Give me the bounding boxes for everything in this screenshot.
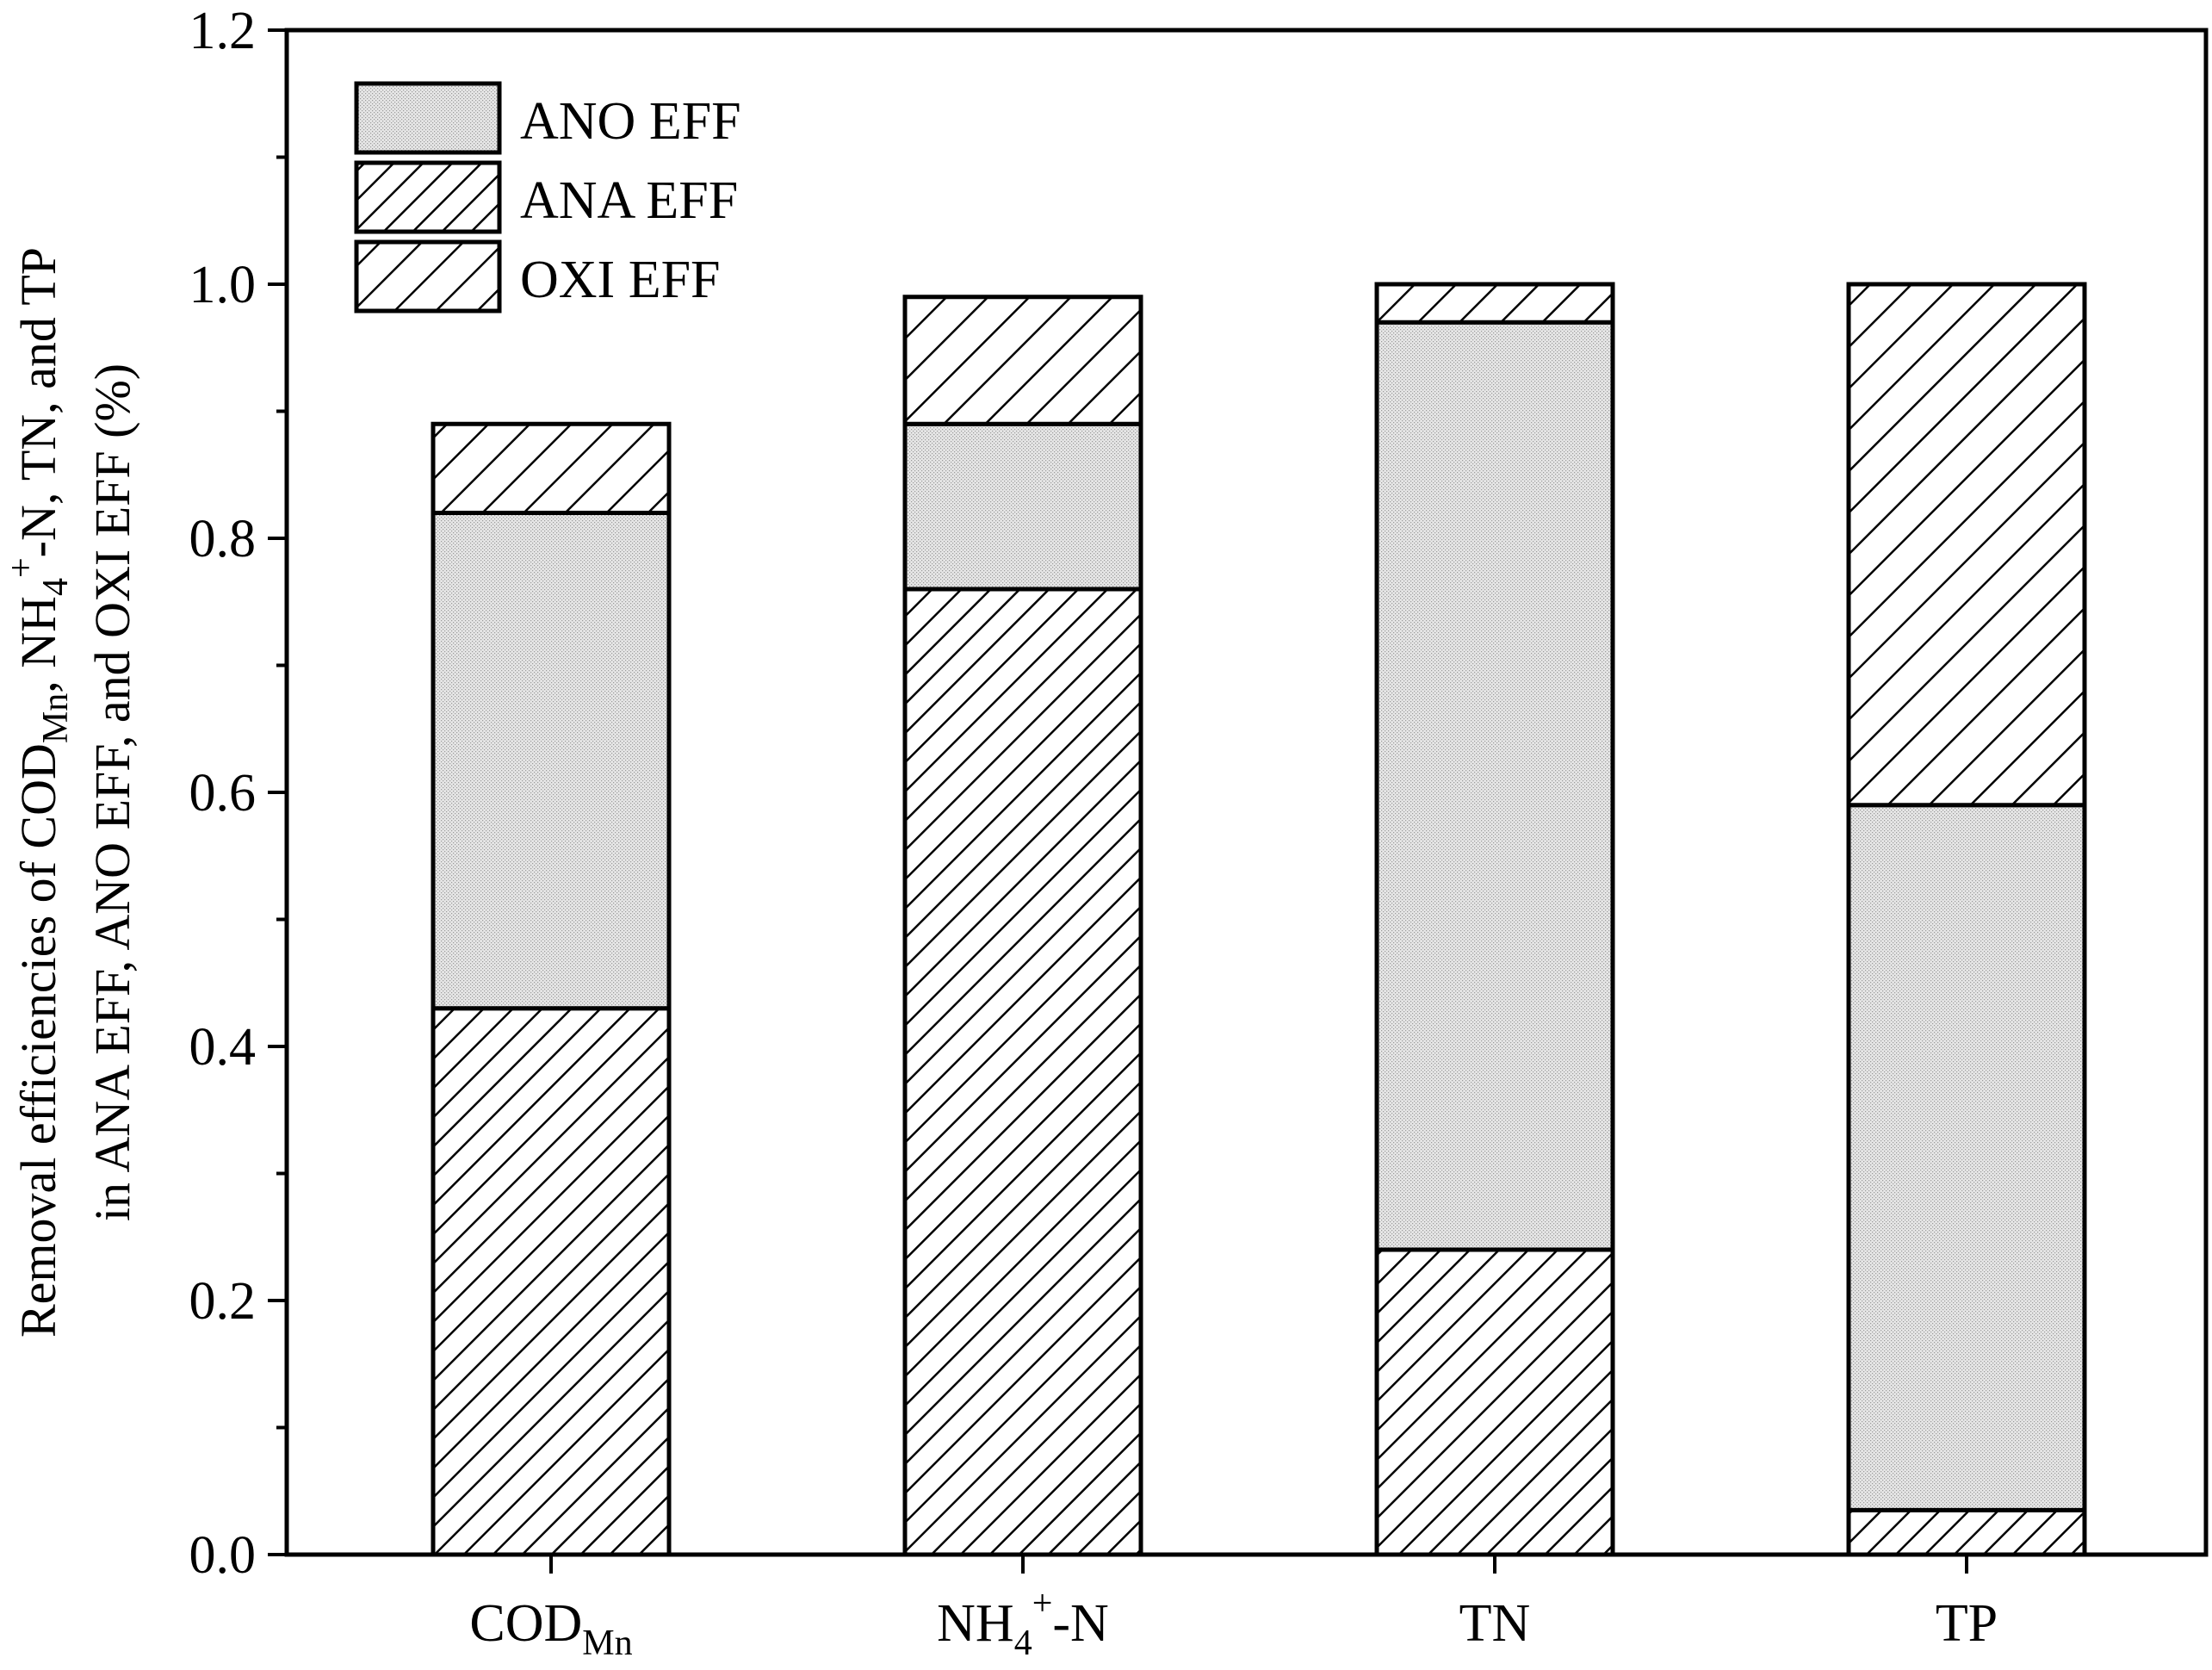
legend-label: OXI EFF: [520, 251, 721, 309]
bar-ano-eff-2: [902, 421, 1143, 592]
bars-group: [431, 282, 2087, 1557]
y-tick-label: 1.2: [189, 2, 257, 60]
x-tick-label: TP: [1936, 1594, 1998, 1653]
axes-group: 0.0 0.2 0.4 0.6 0.8 1.0 1.2 CODMn NH4+-N TN TP: [189, 2, 2209, 1663]
legend-label: ANA EFF: [520, 171, 738, 230]
bar-oxi-eff-2: [902, 295, 1143, 426]
x-tick-label: NH4+-N: [937, 1584, 1109, 1663]
bar-oxi-eff-1: [431, 421, 672, 515]
bar-ano-eff-1: [431, 511, 672, 1011]
x-tick-label: CODMn: [469, 1594, 632, 1663]
y-tick-label: 0.4: [189, 1018, 257, 1077]
y-tick-label: 0.2: [189, 1272, 257, 1331]
legend-swatch-oxi-eff: [354, 239, 502, 314]
y-axis-label-line2: in ANA EFF, ANO EFF, and OXI EFF (%): [84, 363, 140, 1221]
y-axis-label: Removal efficiencies of CODMn, NH4+-N, T…: [2, 247, 140, 1338]
legend-swatch-ana-eff: [354, 160, 502, 234]
bar-ana-eff-2: [902, 587, 1143, 1557]
bar-oxi-eff-3: [1374, 282, 1615, 325]
bar-ana-eff-4: [1846, 1507, 2087, 1557]
legend-swatch-ano-eff: [354, 81, 502, 155]
y-axis-label-line1: Removal efficiencies of CODMn, NH4+-N, T…: [2, 247, 76, 1338]
bar-ana-eff-3: [1374, 1247, 1615, 1557]
bar-ano-eff-3: [1374, 320, 1615, 1252]
y-tick-label: 0.0: [189, 1526, 257, 1585]
x-tick-label: TN: [1459, 1594, 1531, 1653]
bar-ano-eff-4: [1846, 803, 2087, 1512]
legend-label: ANO EFF: [520, 92, 741, 151]
y-tick-label: 0.6: [189, 764, 257, 823]
y-tick-label: 1.0: [189, 256, 257, 314]
bar-ana-eff-1: [431, 1006, 672, 1557]
bar-oxi-eff-4: [1846, 282, 2087, 808]
legend: ANO EFF ANA EFF OXI EFF: [354, 81, 741, 314]
y-tick-label: 0.8: [189, 510, 257, 568]
